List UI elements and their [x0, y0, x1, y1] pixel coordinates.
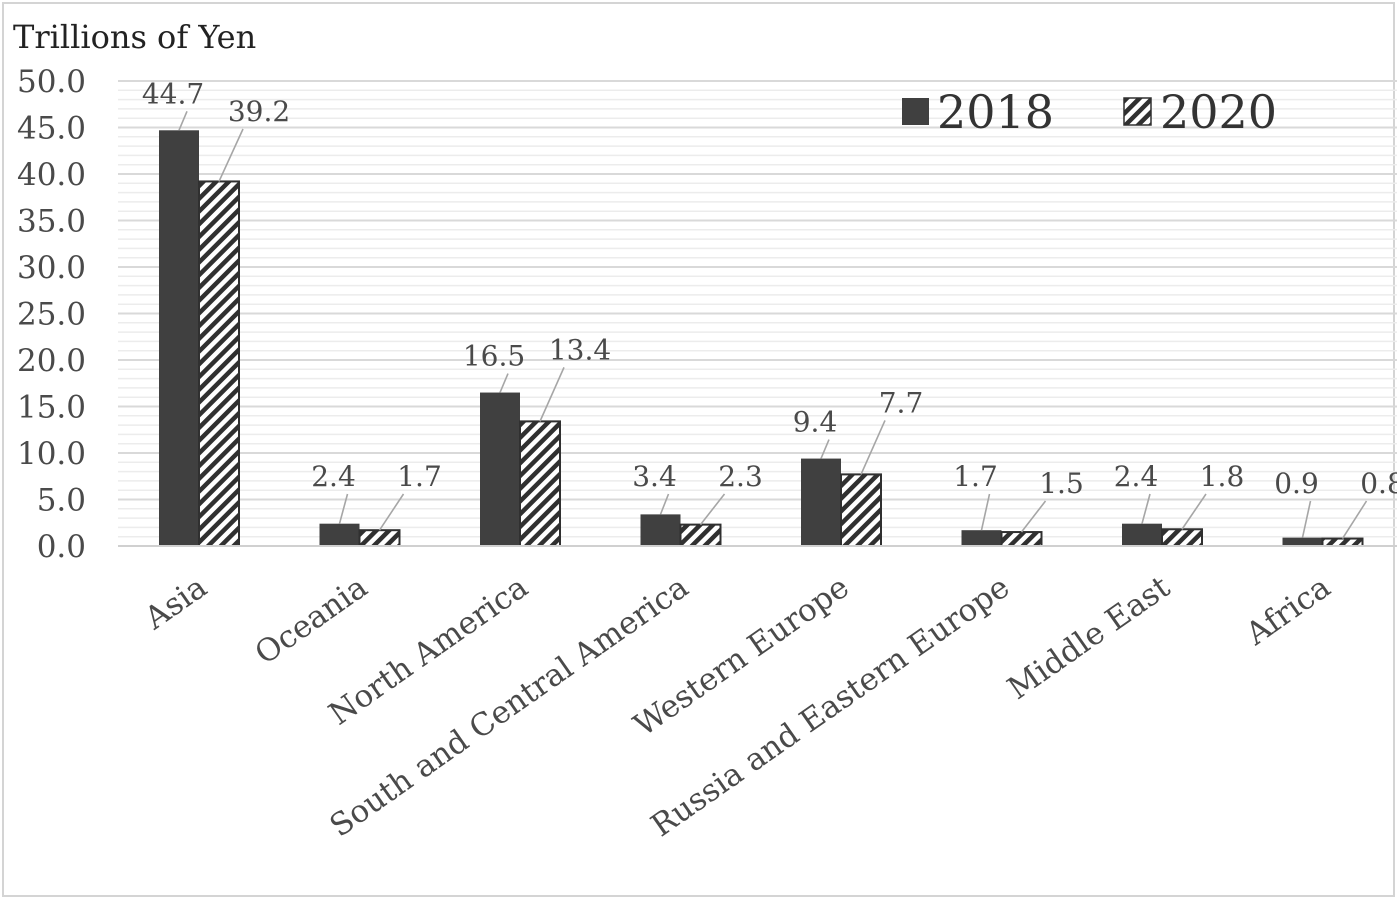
data-label-2018: 0.9 — [1274, 467, 1319, 500]
data-label-2018: 16.5 — [463, 340, 525, 373]
data-label-2020: 7.7 — [879, 386, 924, 419]
bar-2018 — [640, 514, 681, 546]
data-label-2018: 3.4 — [632, 460, 677, 493]
data-label-2020: 0.8 — [1360, 467, 1397, 500]
data-label-2020: 39.2 — [228, 95, 290, 128]
bar-2018 — [1282, 537, 1323, 546]
data-label-leader — [820, 439, 830, 459]
bars — [159, 130, 1364, 548]
data-label-2018: 44.7 — [142, 77, 204, 110]
data-label-leader — [1301, 500, 1312, 538]
data-label-leader — [338, 493, 349, 524]
y-axis-title: Trillions of Yen — [13, 18, 256, 56]
data-label-2020: 1.7 — [397, 460, 442, 493]
x-category-label: Asia — [137, 569, 213, 637]
data-label-leader — [1141, 493, 1151, 524]
data-label-leader — [218, 128, 244, 182]
bar-2018 — [159, 130, 199, 547]
y-tick-label: 35.0 — [17, 204, 86, 240]
y-tick-label: 25.0 — [17, 297, 86, 333]
data-label-2020: 1.8 — [1200, 460, 1245, 493]
bar-2020 — [1161, 528, 1203, 548]
data-label-2018: 2.4 — [311, 460, 356, 493]
legend-swatch-2020 — [1123, 97, 1152, 126]
x-category-label: Middle East — [1001, 569, 1177, 707]
y-tick-label: 5.0 — [37, 483, 86, 519]
data-label-2020: 2.3 — [718, 460, 763, 493]
data-label-leader — [699, 493, 726, 526]
legend-item-2018: 2018 — [902, 85, 1054, 139]
data-label-leader — [378, 493, 405, 531]
x-category-label: Oceania — [249, 569, 374, 672]
bar-2020 — [519, 420, 561, 548]
y-tick-label: 30.0 — [17, 250, 86, 286]
data-label-leader — [539, 367, 565, 422]
y-tick-label: 20.0 — [17, 343, 86, 379]
bar-2018 — [801, 458, 841, 546]
gridlines — [118, 80, 1397, 538]
bar-2020 — [840, 473, 882, 548]
y-tick-label: 15.0 — [17, 390, 86, 426]
bar-2018 — [319, 523, 360, 546]
data-label-leader — [1020, 500, 1047, 533]
data-label-2020: 1.5 — [1039, 467, 1084, 500]
legend-item-2020: 2020 — [1123, 85, 1277, 139]
bar-2018 — [1122, 523, 1162, 546]
data-label-leader — [980, 493, 991, 531]
data-label-2018: 1.7 — [953, 460, 998, 493]
bar-2020 — [358, 529, 401, 548]
data-label-leader — [1341, 500, 1368, 539]
y-axis: 0.0 5.0 10.0 15.0 20.0 25.0 30.0 35.0 40.0 45.0 50… — [17, 64, 86, 565]
data-label-2018: 2.4 — [1114, 460, 1159, 493]
data-label-2020: 13.4 — [549, 333, 611, 366]
data-labels: 44.7 39.2 2.4 1.7 16.5 13.4 3.4 2.3 9.4 7.7 1.7 1.5… — [142, 77, 1397, 500]
data-label-leader — [499, 373, 509, 393]
legend: 2018 2020 — [902, 85, 1277, 139]
bar-2018 — [961, 530, 1002, 546]
data-label-leader — [860, 420, 886, 475]
y-tick-label: 0.0 — [37, 529, 86, 565]
y-tick-label: 50.0 — [17, 64, 86, 100]
data-label-leader — [1181, 493, 1207, 530]
data-label-leader — [178, 110, 188, 131]
legend-label-2018: 2018 — [937, 85, 1054, 139]
data-label-leader — [659, 493, 670, 515]
x-category-label: Africa — [1239, 569, 1337, 653]
bar-2020 — [198, 180, 240, 547]
legend-label-2020: 2020 — [1160, 85, 1277, 139]
data-label-2018: 9.4 — [793, 406, 838, 439]
legend-swatch-2018 — [902, 98, 929, 125]
bar-2020 — [1321, 537, 1364, 547]
y-tick-label: 45.0 — [17, 111, 86, 147]
bar-2020 — [679, 523, 722, 547]
y-tick-label: 10.0 — [17, 436, 86, 472]
label-leader-lines — [178, 110, 1368, 539]
y-tick-label: 40.0 — [17, 157, 86, 193]
bar-2020 — [1000, 531, 1043, 547]
bar-2018 — [480, 392, 520, 546]
